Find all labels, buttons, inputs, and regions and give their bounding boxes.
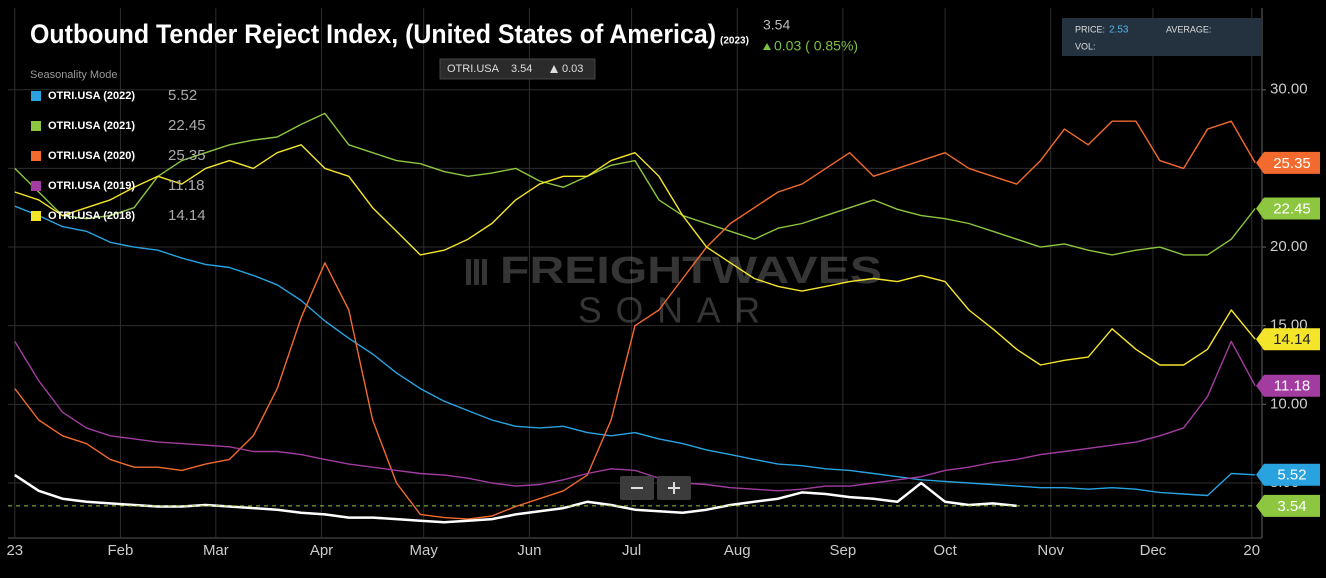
series-line bbox=[14, 120, 1256, 520]
x-tick-label: May bbox=[410, 542, 439, 559]
badge-label: 11.18 bbox=[1274, 378, 1310, 395]
legend-swatch bbox=[31, 121, 41, 131]
x-tick-label: 23 bbox=[6, 542, 23, 559]
value-badge bbox=[1256, 374, 1320, 397]
series-line bbox=[14, 144, 1256, 366]
legend-label: OTRI.USA (2022) bbox=[48, 90, 135, 102]
vol-label: VOL: bbox=[1075, 41, 1096, 51]
legend-label: OTRI.USA (2021) bbox=[48, 120, 135, 132]
legend-label: OTRI.USA (2020) bbox=[48, 150, 135, 162]
x-tick-label: Dec bbox=[1140, 542, 1167, 559]
zoom-controls[interactable] bbox=[620, 476, 691, 500]
tooltip-change: 0.03 bbox=[562, 63, 583, 75]
logo-bar bbox=[466, 259, 471, 285]
x-tick-label: Nov bbox=[1037, 542, 1064, 559]
value-badge bbox=[1256, 494, 1320, 517]
y-tick-label: 10.00 bbox=[1270, 395, 1308, 412]
watermark: FREIGHTWAVES SONAR bbox=[466, 250, 882, 331]
x-tick-label: Aug bbox=[724, 542, 751, 559]
tooltip-box bbox=[439, 58, 596, 80]
x-tick-label: Jul bbox=[622, 542, 641, 559]
series-line bbox=[14, 205, 1256, 497]
legend-value: 22.45 bbox=[168, 117, 206, 134]
legend-swatch bbox=[31, 151, 41, 161]
price-value: 2.53 bbox=[1109, 25, 1129, 36]
legend-label: OTRI.USA (2018) bbox=[48, 210, 135, 222]
up-arrow bbox=[763, 43, 771, 50]
legend-title: Seasonality Mode bbox=[30, 69, 117, 81]
header-change: 0.03 ( 0.85%) bbox=[774, 38, 858, 54]
tooltip-arrow bbox=[550, 65, 558, 73]
x-tick-label: Jun bbox=[517, 542, 541, 559]
badge-label: 25.35 bbox=[1273, 155, 1311, 172]
tooltip-symbol: OTRI.USA bbox=[447, 63, 500, 75]
x-tick-label: 20 bbox=[1243, 542, 1260, 559]
average-label: AVERAGE: bbox=[1166, 24, 1211, 34]
series-line bbox=[14, 340, 1256, 492]
legend-swatch bbox=[31, 91, 41, 101]
value-badge bbox=[1256, 463, 1320, 486]
badge-label: 14.14 bbox=[1273, 331, 1311, 348]
y-tick-label: 20.00 bbox=[1270, 238, 1308, 255]
value-badge bbox=[1256, 197, 1320, 220]
labels: 3.54 5.52 OTRI.USA (2022) 5.52 22.45 OTRI.USA… bbox=[8, 87, 1320, 517]
tooltip-value: 3.54 bbox=[511, 63, 532, 75]
legend-value: 14.14 bbox=[168, 207, 206, 224]
legend-swatch bbox=[31, 181, 41, 191]
header-value: 3.54 bbox=[763, 17, 790, 33]
legend-label: OTRI.USA (2019) bbox=[48, 180, 135, 192]
series-line bbox=[14, 474, 1017, 524]
badge-label: 5.52 bbox=[1277, 467, 1306, 484]
logo-bar bbox=[474, 259, 479, 285]
x-tick-label: Oct bbox=[933, 542, 957, 559]
chart-title: Outbound Tender Reject Index, (United St… bbox=[30, 19, 716, 49]
badge-label: 3.54 bbox=[1277, 498, 1306, 515]
value-badge bbox=[1256, 151, 1320, 174]
legend-value: 25.35 bbox=[168, 147, 206, 164]
series-line bbox=[14, 112, 1256, 256]
title-year: (2023) bbox=[720, 36, 749, 47]
price-panel bbox=[1062, 18, 1262, 56]
legend-value: 11.18 bbox=[168, 177, 204, 194]
lines bbox=[14, 112, 1256, 524]
y-tick-label: 30.00 bbox=[1270, 81, 1308, 98]
value-badge bbox=[1256, 328, 1320, 351]
legend-value: 5.52 bbox=[168, 87, 197, 104]
price-label: PRICE: bbox=[1075, 24, 1105, 34]
x-tick-label: Sep bbox=[830, 542, 857, 559]
legend-swatch bbox=[31, 211, 41, 221]
logo-bar bbox=[482, 259, 487, 285]
x-tick-label: Feb bbox=[108, 542, 134, 559]
watermark-brand: FREIGHTWAVES bbox=[500, 250, 882, 292]
x-tick-label: Apr bbox=[310, 542, 333, 559]
watermark-product: SONAR bbox=[578, 290, 774, 331]
badge-label: 22.45 bbox=[1273, 200, 1311, 217]
x-tick-label: Mar bbox=[203, 542, 229, 559]
